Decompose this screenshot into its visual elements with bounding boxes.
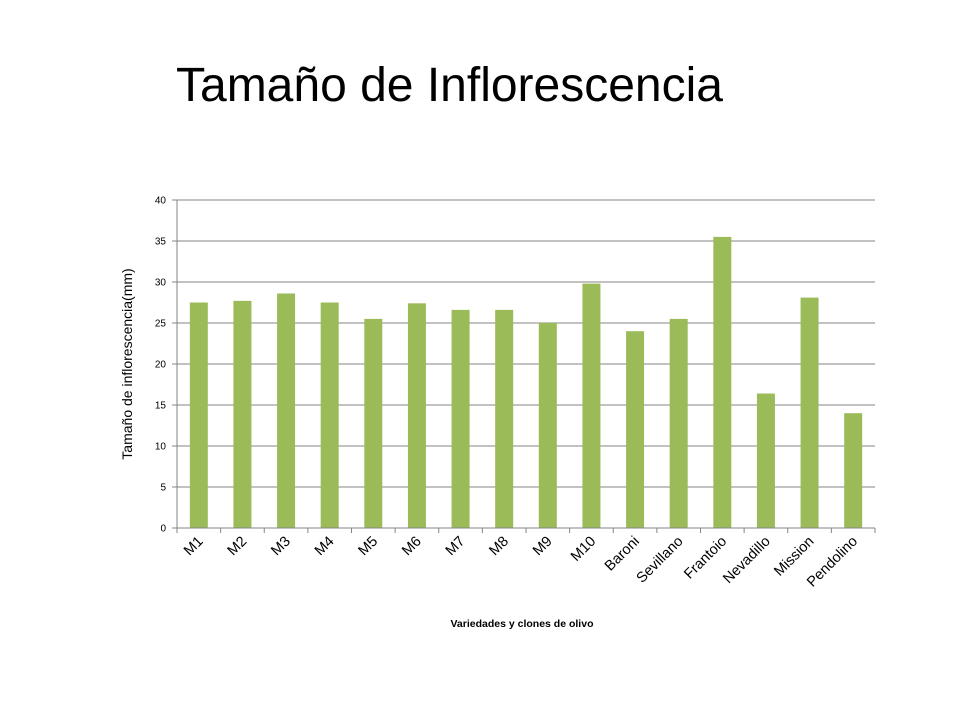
y-tick-label: 10	[155, 442, 167, 453]
bar-m5	[364, 318, 383, 528]
bar-m1	[189, 302, 208, 528]
y-axis-title: Tamaño de inflorescencia(mm)	[119, 268, 135, 459]
bar-m3	[277, 293, 296, 528]
x-tick-label: M4	[312, 534, 338, 560]
bar-sevillano	[669, 318, 688, 528]
y-tick-label: 15	[155, 401, 167, 412]
y-tick-label: 35	[155, 237, 167, 248]
y-tick-label: 40	[155, 196, 167, 207]
x-tick-label: M6	[399, 534, 425, 560]
bar-m2	[233, 300, 252, 528]
x-tick-label: Baroni	[602, 534, 643, 575]
axes	[172, 199, 876, 533]
y-tick-label: 5	[160, 483, 166, 494]
bar-frantoio	[713, 236, 732, 528]
x-tick-label: M1	[181, 534, 207, 560]
x-tick-label: Sevillano	[634, 534, 687, 587]
bar-nevadillo	[756, 393, 775, 528]
y-tick-label: 25	[155, 319, 167, 330]
bar-m4	[320, 302, 339, 528]
x-tick-label: M9	[530, 534, 556, 560]
y-tick-labels: 0 5 10 15 20 25 30 35 40	[155, 196, 167, 535]
bar-pendolino	[844, 413, 863, 528]
x-tick-label: M8	[486, 534, 512, 560]
bar-baroni	[626, 331, 645, 528]
bar-m6	[407, 303, 426, 528]
bar-m9	[538, 323, 557, 528]
x-tick-label: M10	[568, 534, 599, 565]
bar-m10	[582, 283, 601, 528]
y-tick-label: 0	[160, 524, 166, 535]
x-tick-label: M3	[268, 534, 294, 560]
bars	[189, 236, 863, 528]
bar-m8	[495, 309, 514, 528]
x-axis-title: Variedades y clones de olivo	[451, 618, 594, 630]
x-tick-labels: M1 M2 M3 M4 M5 M6 M7 M8 M9 M10 BaroniSevillanoFran…	[181, 534, 861, 591]
bar-mission	[800, 297, 819, 528]
x-tick-label: M2	[225, 534, 251, 560]
x-tick-label: M5	[356, 534, 382, 560]
bar-m7	[451, 309, 470, 528]
x-tick-label: M7	[443, 534, 469, 560]
y-tick-label: 20	[155, 360, 167, 371]
y-tick-label: 30	[155, 278, 167, 289]
x-tick-label: Nevadillo	[720, 534, 773, 587]
slide-title: Tamaño de Inflorescencia	[176, 59, 723, 112]
